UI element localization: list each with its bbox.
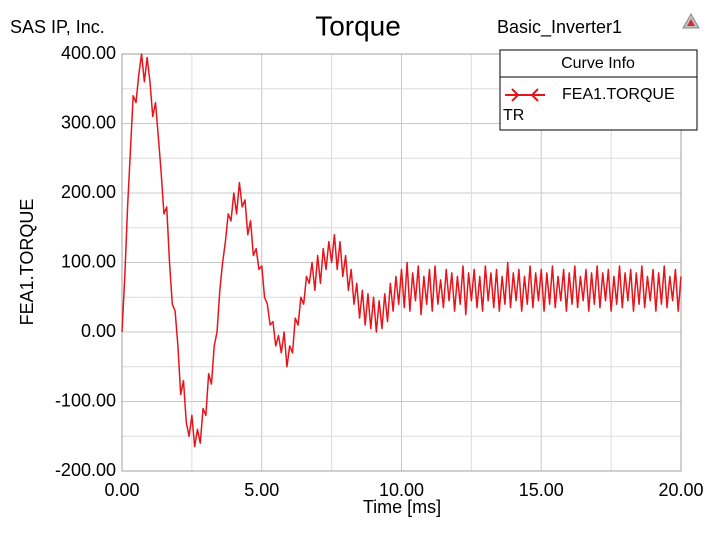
y-tick-label: 200.00 [61, 182, 116, 202]
legend-label: FEA1.TORQUE [562, 86, 675, 103]
x-tick-label: 20.00 [658, 480, 703, 500]
header-left: SAS IP, Inc. [10, 17, 105, 37]
y-axis-label: FEA1.TORQUE [17, 199, 37, 326]
y-tick-label: 400.00 [61, 43, 116, 63]
legend: Curve Info FEA1.TORQUE TR [499, 49, 698, 131]
y-tick-label: -200.00 [55, 460, 116, 480]
x-tick-label: 15.00 [519, 480, 564, 500]
plot-frame [121, 53, 682, 472]
series-line [121, 53, 682, 448]
header-right: Basic_Inverter1 [497, 17, 622, 38]
y-tick-label: -100.00 [55, 390, 116, 410]
grid [121, 53, 682, 472]
x-axis-label: Time [ms] [363, 497, 441, 517]
legend-swatch [505, 88, 545, 102]
x-tick-label: 0.00 [104, 480, 139, 500]
y-tick-label: 100.00 [61, 251, 116, 271]
legend-note: TR [503, 107, 524, 124]
chart-title: Torque [315, 10, 401, 41]
legend-title: Curve Info [561, 55, 635, 72]
x-tick-label: 5.00 [244, 480, 279, 500]
y-tick-label: 300.00 [61, 112, 116, 132]
y-tick-label: 0.00 [81, 321, 116, 341]
legend-box [499, 49, 698, 131]
x-tick-label: 10.00 [379, 480, 424, 500]
logo [682, 12, 700, 29]
